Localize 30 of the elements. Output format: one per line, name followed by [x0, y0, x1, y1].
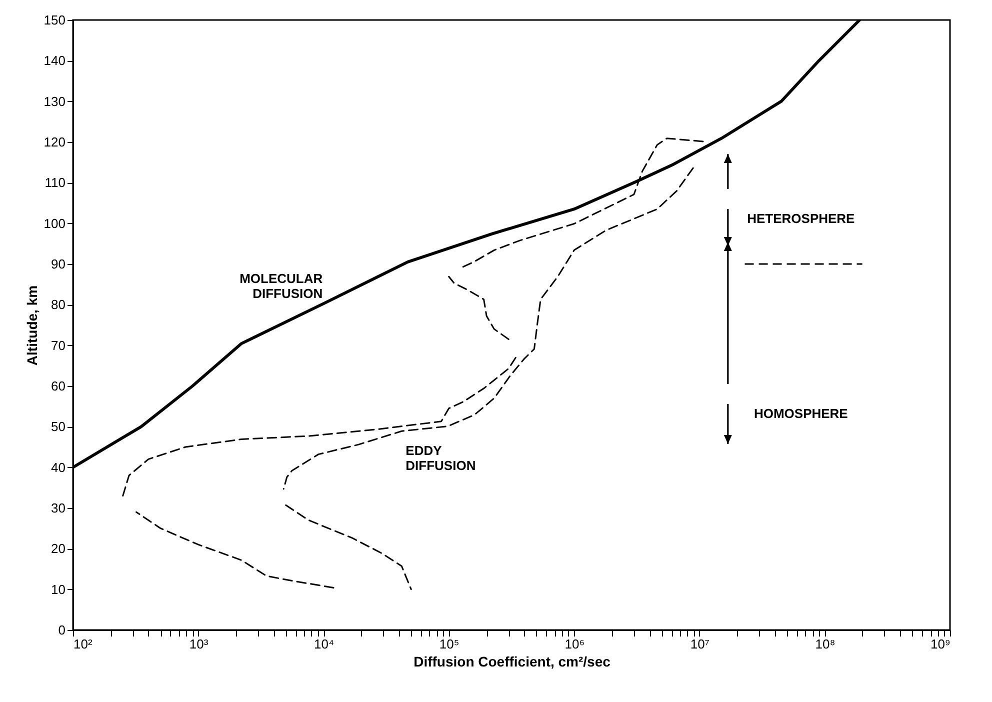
annotation: HETEROSPHERE — [747, 211, 856, 226]
series-label: EDDY DIFFUSION — [406, 443, 476, 474]
y-tick-label: 40 — [51, 460, 66, 475]
y-tick-label: 140 — [44, 53, 66, 68]
y-tick-label: 70 — [51, 338, 66, 353]
y-tick-label: 130 — [44, 94, 66, 109]
y-tick-label: 90 — [51, 256, 66, 272]
series-label: MOLECULAR DIFFUSION — [240, 271, 324, 302]
y-tick-label: 100 — [44, 216, 66, 231]
annotation: HOMOSPHERE — [754, 406, 848, 421]
y-axis-title: Altitude, km — [24, 285, 40, 366]
x-tick-label: 10⁵ — [439, 636, 460, 652]
y-tick-label: 0 — [58, 622, 66, 638]
x-tick-label: 10² — [74, 636, 93, 652]
x-tick-label: 10³ — [189, 636, 209, 652]
y-tick-label: 10 — [51, 582, 66, 597]
x-tick-label: 10⁶ — [564, 636, 585, 652]
x-tick-label: 10⁸ — [815, 636, 836, 652]
y-tick-label: 110 — [44, 175, 66, 190]
y-tick-label: 80 — [51, 297, 66, 312]
x-tick-label: 10⁹ — [930, 636, 950, 652]
x-tick-label: 10⁴ — [314, 636, 334, 652]
y-tick-label: 120 — [44, 134, 66, 150]
y-tick-label: 150 — [44, 12, 66, 28]
x-tick-label: 10⁷ — [690, 636, 710, 652]
x-axis-title: Diffusion Coefficient, cm²/sec — [414, 654, 611, 670]
y-tick-label: 20 — [51, 541, 66, 556]
y-tick-label: 30 — [51, 500, 66, 516]
y-tick-label: 50 — [51, 419, 66, 434]
y-tick-label: 60 — [51, 378, 66, 394]
